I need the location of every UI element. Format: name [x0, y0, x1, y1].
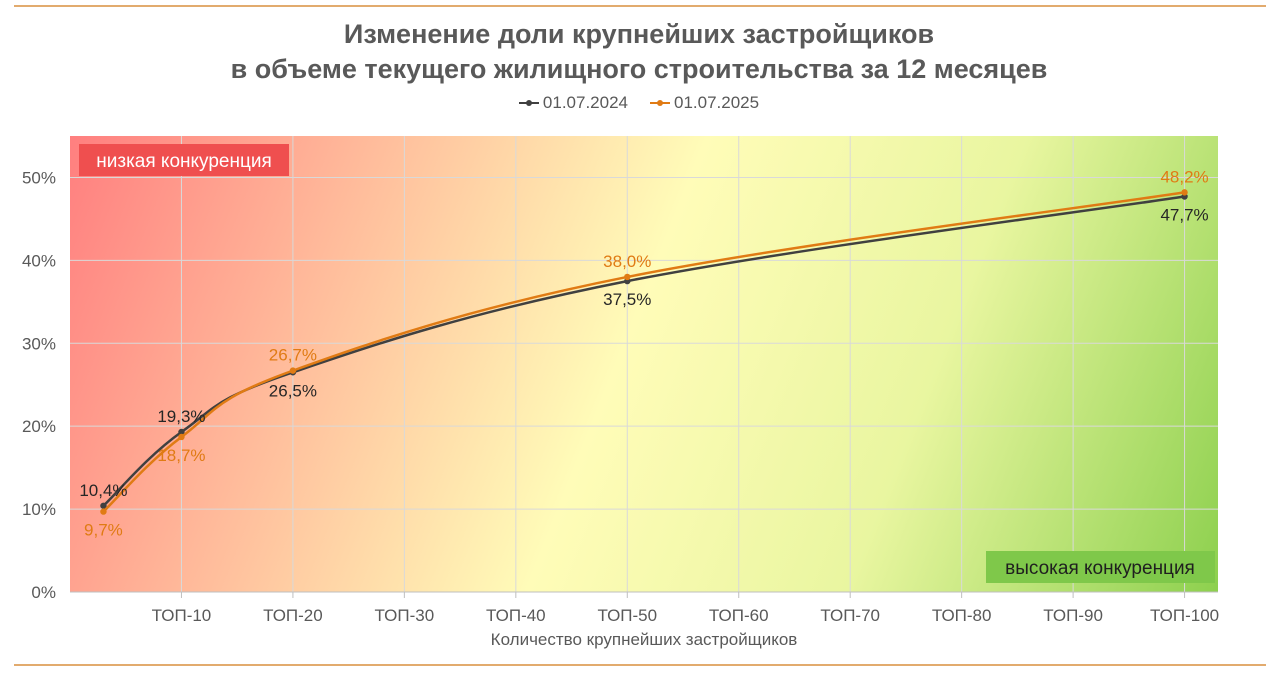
data-label: 26,7%: [269, 346, 317, 365]
chart-title-line-1: Изменение доли крупнейших застройщиков: [343, 19, 935, 49]
y-tick-label: 40%: [22, 251, 56, 270]
legend-entry-2024[interactable]: 01.07.2024: [518, 93, 628, 113]
x-axis-title: Количество крупнейших застройщиков: [491, 630, 798, 649]
x-tick-label: ТОП-50: [597, 606, 657, 625]
x-tick-label: ТОП-100: [1150, 606, 1219, 625]
axes: 0% 10% 20% 30% 40% 50% ТОП-10 ТОП-20 ТОП-30 ТОП-4…: [22, 168, 1219, 625]
legend-line-marker-icon: [650, 100, 670, 106]
data-label: 48,2%: [1160, 167, 1208, 186]
data-point[interactable]: [624, 273, 631, 281]
x-tick-label: ТОП-30: [375, 606, 435, 625]
y-tick-label: 30%: [22, 334, 56, 353]
legend-label-2025: 01.07.2025: [674, 93, 760, 112]
grid: [70, 136, 1218, 592]
data-point[interactable]: [178, 428, 185, 436]
data-point[interactable]: [178, 433, 185, 441]
chart-title-line-2: в объеме текущего жилищного строительств…: [230, 54, 1048, 84]
data-label: 9,7%: [84, 521, 123, 540]
data-label: 38,0%: [603, 252, 651, 271]
x-tick-label: ТОП-60: [709, 606, 769, 625]
legend-entry-2025[interactable]: 01.07.2025: [650, 93, 759, 113]
data-point[interactable]: [1181, 189, 1188, 196]
data-label: 37,5%: [603, 290, 651, 309]
x-tick-label: ТОП-40: [486, 606, 546, 625]
low-competition-badge: [79, 144, 289, 176]
data-point[interactable]: [100, 502, 107, 509]
x-tick-label: ТОП-20: [263, 606, 323, 625]
data-point[interactable]: [289, 367, 297, 374]
high-competition-label: высокая конкуренция: [1005, 558, 1195, 579]
y-tick-label: 20%: [22, 417, 56, 436]
legend-line-marker-icon: [518, 100, 539, 106]
point-labels: 10,4% 19,3% 26,5% 37,5% 47,7% 9,7% 18,7% 26,7% 3…: [79, 167, 1208, 539]
x-tick-label: ТОП-90: [1043, 606, 1103, 625]
data-label: 18,7%: [157, 446, 205, 465]
data-label: 47,7%: [1160, 206, 1208, 225]
top-rule: [14, 5, 1266, 7]
x-tick-label: ТОП-80: [932, 606, 992, 625]
legend: 01.07.2024 01.07.2025: [0, 93, 1278, 113]
plot-area-background: [70, 136, 1218, 592]
legend-label-2024: 01.07.2024: [542, 93, 628, 112]
bottom-rule: [14, 664, 1266, 666]
x-tick-label: ТОП-70: [820, 606, 880, 625]
data-label: 19,3%: [157, 407, 205, 426]
data-label: 26,5%: [269, 381, 317, 400]
y-tick-label: 0%: [31, 583, 56, 602]
data-point[interactable]: [100, 508, 107, 515]
series-layer: [100, 189, 1188, 515]
y-tick-label: 10%: [22, 500, 56, 519]
y-tick-label: 50%: [22, 168, 56, 187]
low-competition-label: низкая конкуренция: [96, 151, 272, 172]
data-label: 10,4%: [79, 481, 127, 500]
high-competition-badge: [986, 551, 1215, 583]
x-tick-label: ТОП-10: [152, 606, 212, 625]
